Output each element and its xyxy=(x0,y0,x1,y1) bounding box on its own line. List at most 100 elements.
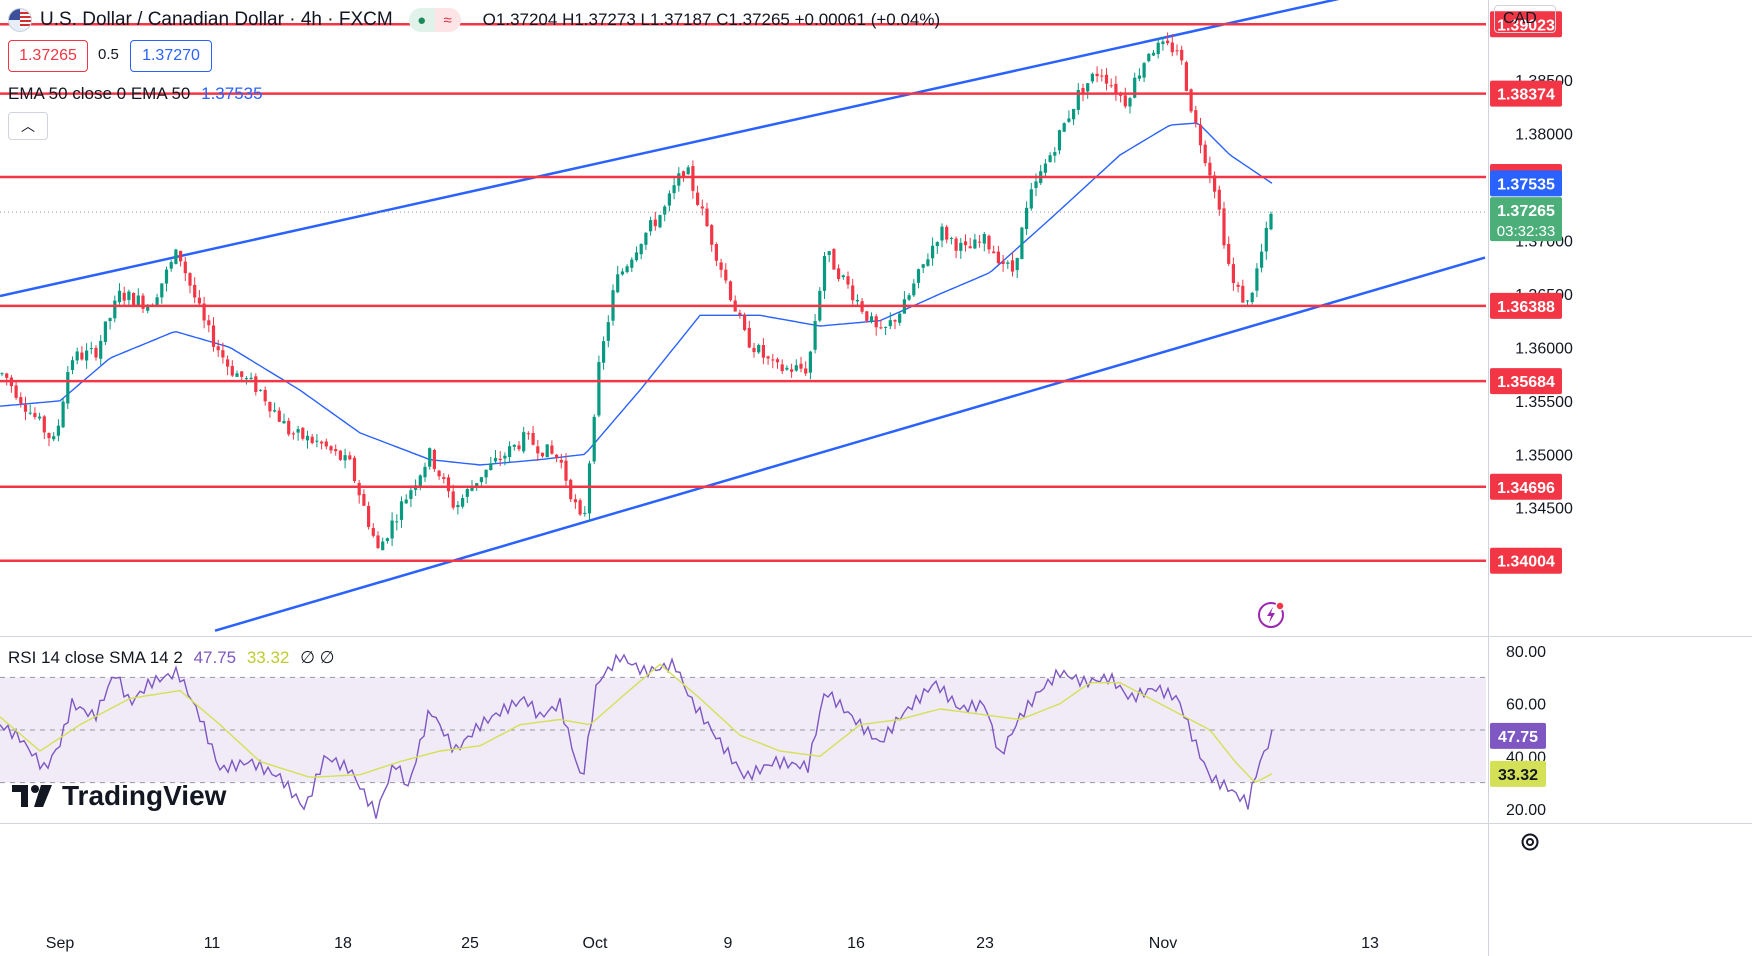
candle xyxy=(428,447,432,470)
rsi-legend-label: RSI 14 close SMA 14 2 xyxy=(8,648,183,667)
candle-body xyxy=(399,501,404,520)
candle xyxy=(1208,156,1212,184)
market-open-icon: ● xyxy=(408,8,435,32)
candle xyxy=(0,372,4,377)
collapse-legend-button[interactable]: ︿ xyxy=(8,112,48,140)
candle-body xyxy=(940,226,944,241)
candle-body xyxy=(1025,207,1029,230)
candle xyxy=(569,478,573,502)
candle xyxy=(639,243,643,260)
candle-body xyxy=(75,351,79,361)
candle-body xyxy=(258,389,263,391)
candle-body xyxy=(296,429,300,433)
candle-body xyxy=(935,242,939,247)
candle xyxy=(1001,254,1005,272)
lightning-icon[interactable] xyxy=(1256,600,1286,630)
last-price-label: 1.37265 xyxy=(1497,203,1555,220)
candle-body xyxy=(578,500,582,515)
candle-body xyxy=(634,252,639,261)
time-tick-label: Sep xyxy=(46,935,75,952)
ema-legend[interactable]: EMA 50 close 0 EMA 50 1.37535 xyxy=(8,84,263,104)
market-status-pill[interactable]: ● ≈ xyxy=(408,8,461,32)
candle xyxy=(959,237,963,259)
ema-line xyxy=(0,122,1273,466)
candle-body xyxy=(625,266,629,273)
candle-body xyxy=(794,365,798,371)
sell-price-box[interactable]: 1.37265 xyxy=(8,40,88,72)
candle xyxy=(338,449,342,462)
candle-body xyxy=(1137,75,1141,79)
candle-body xyxy=(1095,73,1099,77)
rsi-legend[interactable]: RSI 14 close SMA 14 2 47.75 33.32 ∅ ∅ xyxy=(8,648,334,668)
candle-body xyxy=(606,322,610,341)
candle-body xyxy=(747,327,751,348)
candle-body xyxy=(85,350,89,361)
candle-body xyxy=(221,350,225,358)
candle-body xyxy=(672,185,676,194)
candle xyxy=(583,506,587,517)
candle xyxy=(799,356,803,373)
candle-body xyxy=(315,440,319,442)
candle-body xyxy=(508,446,512,458)
candle-body xyxy=(357,482,361,496)
buy-price-box[interactable]: 1.37270 xyxy=(130,40,212,72)
symbol-title[interactable]: U.S. Dollar / Canadian Dollar · 4h · FXC… xyxy=(40,9,393,30)
candle-body xyxy=(620,271,624,275)
candle xyxy=(874,313,878,336)
candle-body xyxy=(1269,213,1273,230)
candle xyxy=(282,413,286,424)
settings-icon[interactable] xyxy=(1518,830,1542,854)
candle xyxy=(714,242,718,267)
candle xyxy=(75,347,79,365)
tradingview-logo[interactable]: TradingView xyxy=(12,780,226,812)
candle xyxy=(696,185,700,207)
candle-body xyxy=(949,237,953,239)
candle xyxy=(1175,44,1179,56)
candle-body xyxy=(352,457,357,482)
candle-body xyxy=(70,360,75,370)
candle xyxy=(117,283,122,305)
candle-body xyxy=(442,477,446,480)
candle xyxy=(202,296,206,329)
candle xyxy=(179,250,183,267)
candle-body xyxy=(705,208,709,227)
candle xyxy=(390,512,394,546)
candle xyxy=(625,264,629,274)
candle xyxy=(653,211,657,231)
candle-body xyxy=(418,475,422,488)
candle-body xyxy=(367,505,371,527)
candle-body xyxy=(837,268,841,280)
candle xyxy=(841,274,845,280)
candle xyxy=(1170,34,1174,57)
candle xyxy=(818,287,822,323)
candle-body xyxy=(926,259,930,266)
candle-body xyxy=(1072,108,1076,120)
candle xyxy=(301,427,305,441)
ema-legend-value: 1.37535 xyxy=(201,84,263,103)
candle xyxy=(258,389,263,392)
candle-body xyxy=(1227,243,1231,264)
candle-body xyxy=(132,293,136,306)
candle xyxy=(916,268,921,289)
candle xyxy=(968,237,972,249)
currency-selector[interactable]: CAD xyxy=(1494,5,1556,33)
candle-body xyxy=(1151,52,1156,56)
candle-body xyxy=(381,541,385,551)
candle xyxy=(19,392,23,408)
candle xyxy=(498,451,502,466)
candle-body xyxy=(390,520,394,539)
candle xyxy=(315,433,319,448)
candle-body xyxy=(23,404,28,412)
candle-body xyxy=(1156,42,1160,55)
candle-body xyxy=(127,291,131,300)
candle xyxy=(33,407,37,420)
candle xyxy=(710,223,714,252)
level-price-label-bg xyxy=(1490,368,1562,395)
candle-body xyxy=(1236,284,1240,287)
candle xyxy=(85,343,89,369)
candle xyxy=(963,234,968,252)
level-price-label-bg xyxy=(1490,473,1562,500)
candle-body xyxy=(197,297,201,304)
candle-body xyxy=(1020,227,1024,260)
